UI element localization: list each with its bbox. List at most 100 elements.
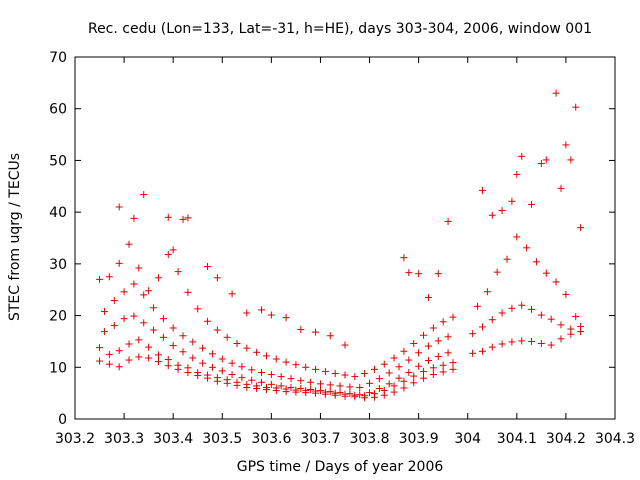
data-point — [424, 357, 432, 365]
data-point — [115, 259, 123, 267]
x-axis-ticks: 303.2 303.3 303.4 303.5 303.6 303.7 303.8 303.9… — [55, 57, 635, 447]
data-point — [424, 342, 432, 350]
data-point — [478, 186, 486, 194]
series-sat-J — [478, 89, 585, 232]
x-tick-label: 304.3 — [595, 431, 635, 447]
data-point — [326, 332, 334, 340]
data-point — [508, 304, 516, 312]
data-point — [395, 374, 403, 382]
data-point — [159, 315, 167, 323]
data-point — [523, 244, 531, 252]
data-point — [145, 343, 153, 351]
data-point — [199, 359, 207, 367]
data-point — [439, 361, 447, 369]
series-sat-H — [469, 301, 585, 338]
data-point — [508, 338, 516, 346]
data-point — [400, 347, 408, 355]
data-point — [326, 381, 334, 389]
data-point — [179, 332, 187, 340]
x-tick-label: 304 — [454, 431, 481, 447]
data-point — [169, 324, 177, 332]
data-point — [238, 363, 246, 371]
data-point — [159, 333, 167, 341]
data-point — [248, 376, 256, 384]
data-point — [562, 141, 570, 149]
data-point — [243, 380, 251, 388]
data-point — [316, 387, 324, 395]
series-sat-E — [96, 240, 457, 381]
data-point — [341, 371, 349, 379]
data-point — [567, 156, 575, 164]
data-point — [194, 305, 202, 313]
data-point — [302, 363, 310, 371]
data-point — [375, 375, 383, 383]
x-tick-label: 303.3 — [104, 431, 144, 447]
data-point — [537, 311, 545, 319]
data-point — [503, 255, 511, 263]
data-point — [346, 390, 354, 398]
data-point — [518, 301, 526, 309]
data-point — [174, 361, 182, 369]
data-point — [410, 339, 418, 347]
data-point — [218, 355, 226, 363]
data-point — [238, 374, 246, 382]
data-point — [282, 385, 290, 393]
x-tick-label: 303.7 — [300, 431, 340, 447]
data-point — [498, 207, 506, 215]
data-point — [169, 342, 177, 350]
data-point — [405, 368, 413, 376]
y-axis-ticks: 0 10 20 30 40 50 60 70 — [49, 50, 615, 428]
data-point — [130, 312, 138, 320]
data-point — [316, 380, 324, 388]
data-point — [518, 152, 526, 160]
data-point — [420, 367, 428, 375]
data-point — [267, 311, 275, 319]
data-point — [272, 384, 280, 392]
data-point — [356, 391, 364, 399]
data-point — [140, 191, 148, 199]
data-point — [498, 309, 506, 317]
data-point — [552, 278, 560, 286]
data-point — [400, 377, 408, 385]
data-point — [110, 297, 118, 305]
data-point — [243, 344, 251, 352]
data-point — [297, 377, 305, 385]
data-point — [351, 373, 359, 381]
data-point — [292, 386, 300, 394]
x-tick-label: 304.2 — [546, 431, 586, 447]
data-point — [429, 371, 437, 379]
data-point — [547, 341, 555, 349]
data-point — [415, 362, 423, 370]
data-point — [307, 378, 315, 386]
series-sat-D — [100, 280, 452, 391]
data-point — [336, 382, 344, 390]
data-point — [488, 343, 496, 351]
data-point — [135, 353, 143, 361]
data-point — [439, 368, 447, 376]
data-point — [243, 309, 251, 317]
data-point — [493, 268, 501, 276]
data-point — [405, 269, 413, 277]
data-point — [223, 376, 231, 384]
data-point — [572, 103, 580, 111]
data-point — [164, 251, 172, 259]
data-point — [385, 369, 393, 377]
data-point — [169, 246, 177, 254]
data-point — [331, 389, 339, 397]
data-point — [174, 268, 182, 276]
data-point — [302, 387, 310, 395]
data-point — [395, 363, 403, 371]
data-point — [253, 382, 261, 390]
x-tick-label: 303.5 — [202, 431, 242, 447]
y-tick-label: 40 — [49, 205, 67, 221]
data-point — [434, 352, 442, 360]
data-point — [135, 264, 143, 272]
data-point — [100, 328, 108, 336]
data-point — [105, 360, 113, 368]
data-point — [577, 224, 585, 232]
data-point — [253, 348, 261, 356]
data-point — [390, 388, 398, 396]
data-point — [96, 275, 104, 283]
data-point — [528, 337, 536, 345]
data-point — [292, 361, 300, 369]
